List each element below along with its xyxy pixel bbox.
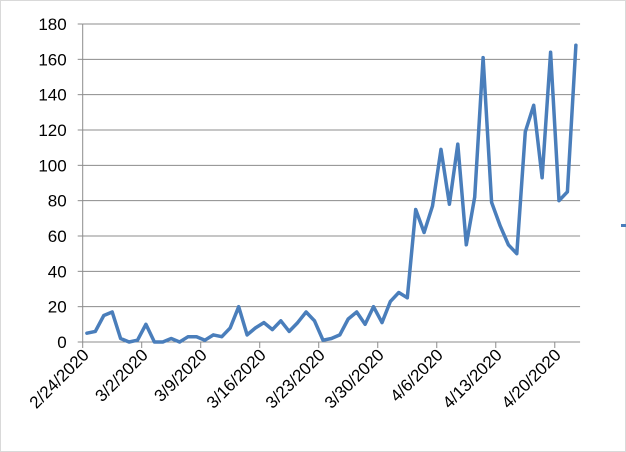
x-tick-label: 4/6/2020 bbox=[387, 345, 447, 405]
y-tick-label: 160 bbox=[38, 50, 66, 69]
y-tick-label: 40 bbox=[48, 262, 67, 281]
y-axis-labels: 0 20 40 60 80 100 120 140 160 180 bbox=[38, 15, 66, 352]
data-point bbox=[481, 56, 485, 60]
data-point bbox=[346, 317, 350, 321]
data-point bbox=[110, 310, 114, 314]
data-point bbox=[85, 331, 89, 335]
data-point bbox=[245, 333, 249, 337]
data-point bbox=[93, 329, 97, 333]
y-tick-label: 180 bbox=[38, 15, 66, 34]
data-point bbox=[135, 338, 139, 342]
gridlines bbox=[77, 23, 581, 343]
data-point bbox=[211, 333, 215, 337]
data-point bbox=[270, 328, 274, 332]
y-tick-label: 80 bbox=[48, 192, 67, 211]
series-line bbox=[85, 43, 578, 344]
x-tick-label: 3/30/2020 bbox=[321, 345, 388, 412]
series-group bbox=[85, 43, 578, 344]
data-point bbox=[279, 319, 283, 323]
data-point bbox=[473, 195, 477, 199]
data-point bbox=[119, 336, 123, 340]
data-point bbox=[557, 199, 561, 203]
data-point bbox=[203, 338, 207, 342]
data-point bbox=[540, 176, 544, 180]
data-point bbox=[296, 321, 300, 325]
data-point bbox=[287, 329, 291, 333]
data-point bbox=[321, 338, 325, 342]
data-point bbox=[304, 310, 308, 314]
data-point bbox=[532, 103, 536, 107]
data-point bbox=[195, 335, 199, 339]
data-point bbox=[228, 326, 232, 330]
data-point bbox=[355, 310, 359, 314]
data-point bbox=[380, 321, 384, 325]
data-point bbox=[262, 321, 266, 325]
data-point bbox=[574, 43, 578, 47]
data-point bbox=[447, 202, 451, 206]
data-point bbox=[515, 252, 519, 256]
data-point bbox=[220, 335, 224, 339]
data-point bbox=[549, 50, 553, 54]
data-point bbox=[372, 305, 376, 309]
data-point bbox=[456, 142, 460, 146]
data-point bbox=[405, 296, 409, 300]
y-tick-label: 60 bbox=[48, 227, 67, 246]
data-point bbox=[338, 333, 342, 337]
data-point bbox=[127, 340, 131, 344]
data-point bbox=[363, 322, 367, 326]
data-point bbox=[237, 305, 241, 309]
data-point bbox=[565, 190, 569, 194]
data-point bbox=[329, 336, 333, 340]
data-point bbox=[102, 314, 106, 317]
data-point bbox=[161, 340, 165, 344]
data-point bbox=[506, 243, 510, 247]
data-point bbox=[422, 230, 426, 234]
data-point bbox=[313, 319, 317, 323]
y-tick-label: 120 bbox=[38, 121, 66, 140]
legend-marker bbox=[621, 224, 626, 227]
data-point bbox=[254, 326, 258, 330]
data-point bbox=[152, 340, 156, 344]
y-tick-label: 0 bbox=[57, 333, 66, 352]
data-point bbox=[144, 322, 148, 326]
data-point bbox=[523, 130, 527, 134]
data-point bbox=[439, 147, 443, 151]
data-point bbox=[186, 335, 190, 339]
data-point bbox=[388, 299, 392, 303]
x-tick-label: 3/2/2020 bbox=[92, 345, 152, 405]
y-tick-label: 20 bbox=[48, 298, 67, 317]
data-point bbox=[169, 336, 173, 340]
data-point bbox=[397, 291, 401, 295]
x-tick-label: 4/20/2020 bbox=[498, 345, 565, 412]
data-point bbox=[490, 200, 494, 204]
x-tick-label: 3/16/2020 bbox=[203, 345, 270, 412]
data-point bbox=[178, 340, 182, 344]
x-tick-label: 4/13/2020 bbox=[439, 345, 506, 412]
y-tick-label: 100 bbox=[38, 156, 66, 175]
x-tick-label: 3/23/2020 bbox=[262, 345, 329, 412]
x-tick-label: 3/9/2020 bbox=[151, 345, 211, 405]
y-tick-label: 140 bbox=[38, 86, 66, 105]
data-point bbox=[498, 223, 502, 227]
x-tick-label: 2/24/2020 bbox=[26, 345, 93, 412]
data-point bbox=[464, 243, 468, 247]
data-point bbox=[414, 208, 418, 211]
data-point bbox=[431, 204, 435, 208]
